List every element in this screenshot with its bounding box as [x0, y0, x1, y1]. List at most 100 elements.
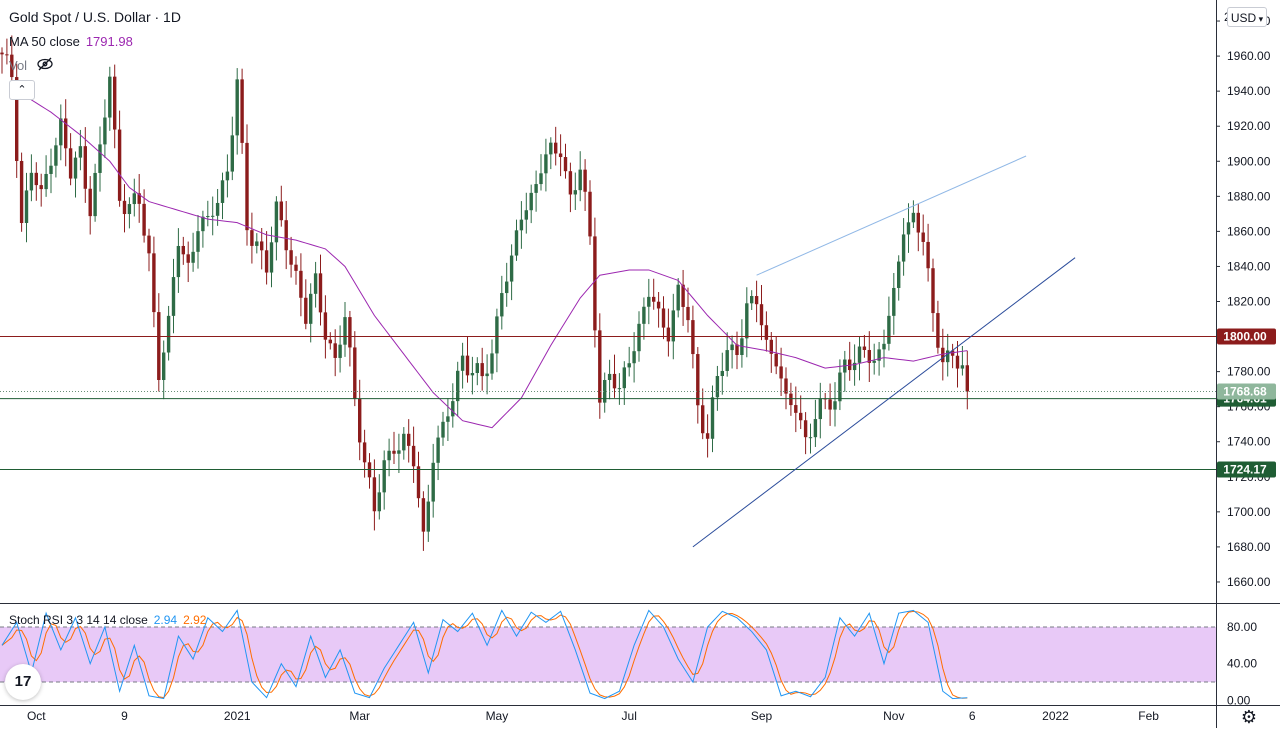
candle-body — [255, 241, 259, 246]
candle-body — [382, 460, 386, 493]
stoch-legend-label: Stoch RSI 3 3 14 14 close — [9, 613, 148, 627]
candle-body — [436, 437, 440, 463]
hidden-eye-icon[interactable] — [36, 57, 54, 71]
ma-legend[interactable]: MA 50 close 1791.98 — [9, 34, 133, 49]
stoch-tick-label: 40.00 — [1227, 657, 1257, 671]
candle-body — [764, 325, 769, 340]
candle-body — [960, 365, 965, 369]
price-tick-label: 1960.00 — [1227, 49, 1271, 63]
ma50-line — [16, 82, 968, 429]
last-price-label-bg — [1217, 383, 1276, 400]
candle-body — [852, 362, 857, 371]
candle-body — [735, 344, 739, 355]
level-label: 1800.00 — [1223, 330, 1267, 344]
candle-body — [490, 353, 494, 374]
candle-body — [769, 339, 773, 354]
candle-body — [941, 347, 945, 363]
candle-body — [152, 253, 156, 313]
chevron-up-icon: ⌃ — [17, 84, 27, 96]
candle-body — [323, 312, 328, 340]
candle-body — [921, 232, 925, 242]
currency-label: USD — [1230, 11, 1257, 25]
candle-body — [710, 397, 715, 439]
candle-body — [93, 172, 97, 217]
candle-body — [931, 268, 935, 314]
candle-body — [294, 264, 298, 271]
candle-body — [818, 398, 822, 420]
candle-body — [862, 346, 867, 350]
candle-body — [372, 477, 377, 512]
candle-body — [612, 373, 617, 389]
candle-body — [544, 154, 548, 174]
stoch-d-line — [1, 610, 968, 699]
candle-body — [872, 360, 876, 363]
candle-body — [745, 303, 749, 339]
stoch-d-value: 2.92 — [183, 613, 207, 627]
candle-body — [652, 296, 656, 302]
candle-body — [554, 142, 558, 154]
candle-body — [465, 355, 470, 376]
candle-body — [225, 171, 230, 181]
candle-body — [402, 433, 406, 451]
candle-body — [191, 251, 195, 263]
candle-body — [264, 250, 269, 273]
candle-body — [162, 352, 166, 381]
candle-body — [593, 236, 597, 331]
candle-body — [901, 234, 906, 262]
gear-icon[interactable]: ⚙ — [1240, 707, 1258, 727]
candle-body — [656, 301, 661, 309]
candle-body — [358, 398, 362, 443]
trendline[interactable] — [692, 257, 1076, 548]
price-tick-label: 1680.00 — [1227, 540, 1271, 554]
currency-button[interactable]: USD ▾ — [1227, 7, 1267, 27]
price-tick-label: 1820.00 — [1227, 295, 1271, 309]
candle-body — [166, 315, 171, 353]
stoch-band — [0, 626, 1216, 683]
price-tick-label: 1920.00 — [1227, 119, 1271, 133]
candle-body — [78, 146, 83, 158]
candle-body — [887, 315, 891, 344]
tradingview-logo-icon: 17 — [14, 673, 32, 690]
candle-body — [563, 157, 568, 172]
candle-body — [186, 254, 190, 263]
candle-body — [495, 316, 499, 354]
candle-body — [784, 378, 788, 394]
candle-body — [137, 193, 141, 204]
candle-body — [906, 222, 911, 235]
vol-legend[interactable]: Vol — [9, 58, 27, 73]
candle-body — [451, 401, 455, 417]
collapse-legend-button[interactable]: ⌃ — [9, 80, 35, 100]
time-tick-label: Feb — [1138, 709, 1159, 723]
candle-body — [681, 284, 685, 307]
candle-body — [348, 317, 352, 348]
candle-body — [289, 250, 293, 265]
candle-body — [416, 466, 421, 499]
candle-body — [730, 344, 734, 351]
time-tick-label: 6 — [969, 709, 976, 723]
stoch-legend[interactable]: Stoch RSI 3 3 14 14 close 2.94 2.92 — [9, 613, 206, 627]
candle-body — [892, 287, 896, 316]
candle-body — [309, 293, 313, 324]
candle-body — [279, 201, 283, 221]
candle-body — [813, 419, 818, 438]
tradingview-logo[interactable]: 17 — [5, 664, 41, 700]
price-tick-label: 1880.00 — [1227, 189, 1271, 203]
candle-body — [411, 445, 416, 467]
candle-body — [911, 212, 916, 223]
candle-body — [54, 145, 58, 166]
candle-body — [965, 365, 969, 392]
stoch-k-line — [1, 609, 968, 700]
candle-body — [407, 433, 411, 446]
candle-body — [171, 277, 176, 316]
candle-body — [759, 304, 764, 326]
candle-body — [113, 76, 117, 130]
candle-body — [460, 355, 465, 371]
candle-body — [103, 117, 107, 145]
candle-body — [132, 193, 136, 205]
candle-body — [715, 376, 720, 398]
trendline[interactable] — [756, 155, 1027, 276]
candle-body — [514, 230, 519, 256]
candle-body — [701, 405, 705, 434]
